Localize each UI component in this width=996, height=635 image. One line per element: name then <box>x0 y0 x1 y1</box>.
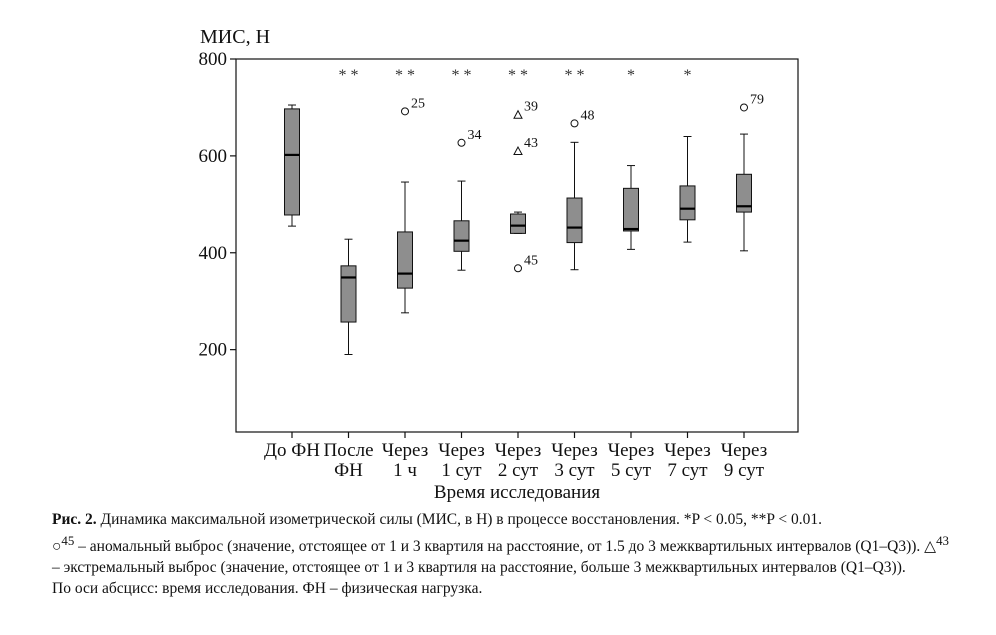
caption-legend: ○45 – аномальный выброс (значение, отсто… <box>52 530 952 578</box>
y-tick-label: 600 <box>199 146 228 167</box>
significance-marker: * <box>684 67 692 84</box>
x-tick-label: Через <box>495 440 541 461</box>
caption-fig-label: Рис. 2. <box>52 511 97 528</box>
significance-marker: * <box>627 67 635 84</box>
x-tick-label: После <box>323 440 373 461</box>
outlier-label: 34 <box>468 128 482 143</box>
x-tick-label: 3 сут <box>554 460 595 481</box>
plot-frame <box>235 58 799 433</box>
figure-caption: Рис. 2. Динамика максимальной изометриче… <box>52 509 952 599</box>
x-tick-label: Через <box>721 440 767 461</box>
outlier-triangle <box>513 145 523 156</box>
outlier-label: 79 <box>750 92 764 107</box>
y-tick-label: 200 <box>199 340 228 361</box>
boxplot-chart: МИС, Н Время исследования 200 400 600 800 До… <box>199 26 799 503</box>
box <box>623 187 639 232</box>
x-tick-label: ФН <box>334 460 363 481</box>
outlier-triangle <box>513 109 523 119</box>
box <box>510 213 526 234</box>
x-tick-label: 2 сут <box>498 460 539 481</box>
anomal-sup: 45 <box>61 533 75 548</box>
x-tick-label: Через <box>608 440 654 461</box>
x-tick-label: Через <box>664 440 710 461</box>
y-axis-label: МИС, Н <box>200 26 270 48</box>
box <box>736 173 752 213</box>
extreme-symbol: △ <box>924 538 937 556</box>
x-tick-label: 7 сут <box>667 460 708 481</box>
extreme-sup: 43 <box>936 533 949 548</box>
significance-marker: * * <box>452 67 472 84</box>
x-tick-label: Через <box>551 440 597 461</box>
x-tick-label: 5 сут <box>611 460 652 481</box>
box <box>679 185 696 221</box>
anomal-symbol: ○ <box>52 538 62 556</box>
outlier-label: 39 <box>524 100 538 115</box>
y-tick-label: 800 <box>199 49 228 70</box>
box <box>566 197 583 244</box>
x-axis-label: Время исследования <box>434 482 600 503</box>
outlier-label: 25 <box>411 96 425 111</box>
anomal-text: – аномальный выброс (значение, отстоящее… <box>74 538 925 556</box>
x-tick-label: До ФН <box>264 440 320 461</box>
y-tick-label: 400 <box>199 243 228 264</box>
outlier-label: 45 <box>524 253 538 268</box>
x-tick-label: 1 сут <box>441 460 482 481</box>
box <box>340 265 357 323</box>
extreme-text: – экстремальный выброс (значение, отстоя… <box>52 559 906 577</box>
box <box>453 220 470 252</box>
caption-title: Рис. 2. Динамика максимальной изометриче… <box>52 509 952 530</box>
box <box>397 231 413 289</box>
outlier-circle <box>457 138 466 147</box>
outlier-label: 48 <box>581 108 595 123</box>
outlier-circle <box>740 103 748 112</box>
caption-title-text: Динамика максимальной изометрической сил… <box>100 511 822 528</box>
caption-axis-note: По оси абсцисс: время исследования. ФН –… <box>52 580 483 598</box>
significance-marker: * * <box>565 67 585 84</box>
outlier-label: 43 <box>524 136 538 151</box>
outlier-circle <box>514 264 522 273</box>
x-tick-label: 1 ч <box>393 460 417 481</box>
significance-marker: * * <box>508 67 528 84</box>
x-tick-label: 9 сут <box>724 460 765 481</box>
outlier-circle <box>401 107 409 116</box>
significance-marker: * * <box>395 67 415 84</box>
box <box>284 108 300 216</box>
significance-marker: * * <box>339 67 359 84</box>
x-tick-label: Через <box>382 440 428 461</box>
x-tick-label: Через <box>438 440 484 461</box>
outlier-circle <box>570 119 579 128</box>
